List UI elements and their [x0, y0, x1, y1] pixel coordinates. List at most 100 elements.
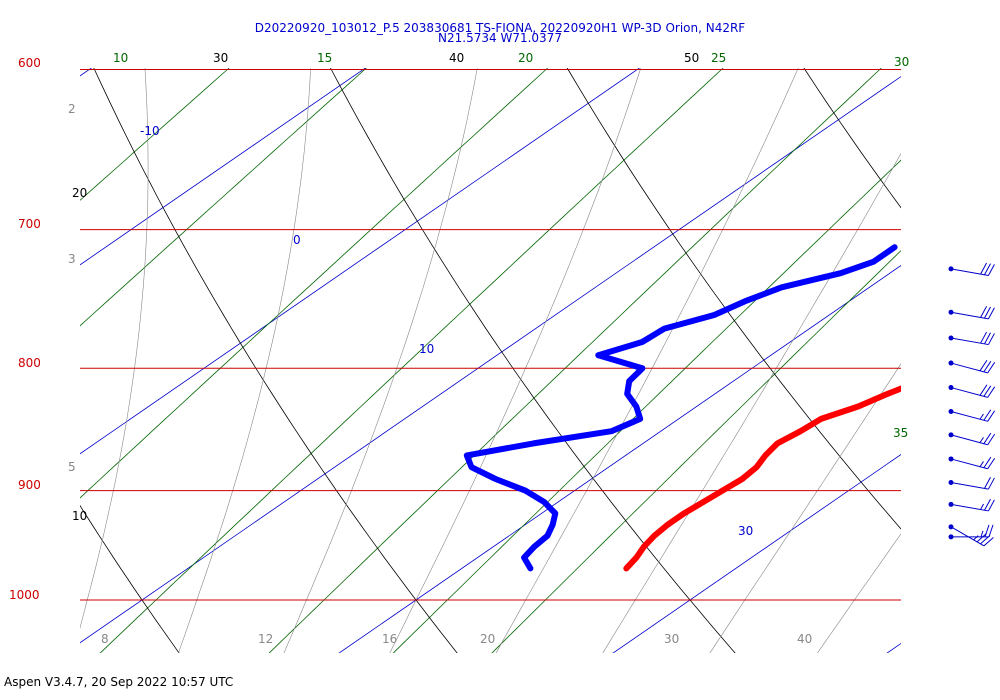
isotherm-line [612, 453, 901, 653]
wind-barb-staff [950, 387, 988, 398]
moist-adiabat-line [283, 68, 478, 653]
wind-barb [948, 262, 995, 276]
wind-barb-feather [980, 262, 988, 275]
wind-barb [948, 498, 995, 512]
wind-barb-half-feather [979, 413, 984, 420]
wind-barb-staff [950, 503, 989, 512]
isotherm-line [80, 68, 367, 266]
temperature-profile [623, 385, 901, 572]
wind-barb-half-feather [980, 503, 984, 510]
wind-barb-feather [987, 433, 996, 445]
pressure-label: 1000 [9, 588, 40, 602]
wind-barb-feather [983, 409, 992, 421]
wind-barb-feather [980, 306, 988, 318]
wind-barb-half-feather [979, 461, 984, 467]
wind-barb-feather [979, 359, 988, 372]
pressure-label: 600 [18, 56, 41, 70]
wind-barb-feather [983, 537, 994, 547]
wind-barb [948, 306, 995, 320]
dry-adiabat-label: 20 [72, 186, 87, 200]
wind-barb [948, 524, 994, 540]
wind-barb [948, 432, 996, 446]
dry-adiabat-label: 30 [213, 51, 228, 65]
dry-adiabat-line [330, 68, 736, 653]
wind-barb-half-feather [980, 530, 984, 538]
moist-adiabat-label: 40 [797, 632, 812, 646]
moist-adiabat-label: 20 [480, 632, 495, 646]
pressure-label: 800 [18, 356, 41, 370]
wind-barb-staff [950, 458, 988, 470]
wind-barb-half-feather [973, 535, 979, 541]
wind-barb-feather [976, 533, 987, 543]
moist-adiabat-label: 12 [258, 632, 273, 646]
wind-barb-feather [987, 307, 995, 320]
isotherm-label: 0 [293, 233, 301, 247]
wind-barb-feather [984, 477, 991, 489]
mixing-ratio-line [392, 159, 901, 653]
moist-adiabat-label: 5 [68, 460, 76, 474]
mixing-ratio-line [80, 68, 549, 499]
wind-barb-half-feather [979, 437, 984, 443]
moist-adiabat-line [80, 68, 149, 630]
dry-adiabat-label: 10 [72, 509, 87, 523]
moist-adiabat-label: 30 [664, 632, 679, 646]
dry-adiabat-label: 50 [684, 51, 699, 65]
wind-barb-feather [979, 384, 988, 396]
moist-adiabat-label: 8 [101, 632, 109, 646]
wind-barb-feather [987, 410, 996, 422]
dry-adiabat-line [941, 0, 1000, 699]
wind-barb [948, 477, 995, 490]
wind-barb-feather [984, 524, 990, 538]
wind-barb [948, 331, 995, 346]
wind-barb [948, 408, 996, 422]
mixing-ratio-label: 25 [711, 51, 726, 65]
wind-barb-feather [983, 361, 992, 373]
moist-adiabat-line [817, 533, 901, 653]
wind-barb-feather [984, 263, 991, 276]
moist-adiabat-line [709, 363, 901, 653]
dry-adiabat-line [80, 504, 180, 653]
moist-adiabat-line [0, 0, 4, 700]
footer-version: Aspen V3.4.7, 20 Sep 2022 10:57 UTC [4, 675, 234, 689]
wind-barb-feather [987, 362, 996, 374]
chart-title-line1: D20220920_103012_P.5 203830681 TS-FIONA,… [254, 21, 746, 35]
moist-adiabat-line [885, 0, 1000, 700]
mixing-ratio-label: 10 [113, 51, 128, 65]
wind-barb-feather [984, 306, 991, 319]
wind-barb-feather [984, 498, 991, 511]
wind-barb-feather [987, 386, 996, 398]
dry-adiabat-line [566, 68, 901, 530]
wind-barb-feather [980, 331, 988, 344]
wind-barb-staff [950, 411, 988, 422]
moist-adiabat-line [178, 68, 311, 653]
isotherm-line [80, 68, 641, 455]
wind-barb-staff [950, 481, 989, 490]
isotherm-label: -10 [140, 124, 160, 138]
isotherm-label: 10 [419, 342, 434, 356]
wind-barb-feather [987, 499, 995, 512]
mixing-ratio-label: 20 [518, 51, 533, 65]
mixing-ratio-label: 30 [894, 55, 909, 69]
wind-barb-feather [983, 385, 992, 397]
mixing-ratio-line [491, 250, 901, 653]
moist-adiabat-label: 3 [68, 252, 76, 266]
dry-adiabat-label: 40 [449, 51, 464, 65]
wind-barb-staff [950, 434, 988, 446]
wind-barb-feather [988, 524, 994, 538]
wind-barb-feather [984, 332, 991, 345]
pressure-label: 900 [18, 478, 41, 492]
dewpoint-profile [463, 244, 898, 572]
moist-adiabat-line [602, 152, 901, 653]
mixing-ratio-line [99, 68, 724, 653]
mixing-ratio-label: 15 [317, 51, 332, 65]
wind-barb [948, 524, 994, 547]
moist-adiabat-label: 16 [382, 632, 397, 646]
wind-barb-feather [987, 477, 995, 490]
dry-adiabat-line [803, 68, 901, 209]
wind-barb [948, 456, 996, 470]
dry-adiabat-line [93, 68, 458, 653]
pressure-label: 700 [18, 217, 41, 231]
mixing-ratio-line [268, 68, 882, 653]
